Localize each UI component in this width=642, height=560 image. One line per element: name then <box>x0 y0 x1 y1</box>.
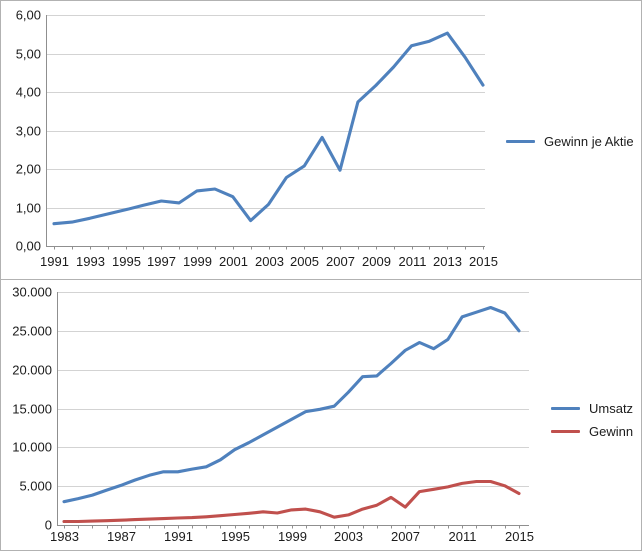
x-axis-tick-label: 2001 <box>219 254 248 269</box>
x-axis-tick-label: 2015 <box>505 529 534 544</box>
y-axis-tick-label: 6,00 <box>16 8 41 23</box>
x-axis-tick-label: 2007 <box>391 529 420 544</box>
x-axis-tick-label: 2009 <box>362 254 391 269</box>
x-axis-tick-label: 2003 <box>255 254 284 269</box>
x-axis-tick-label: 2011 <box>399 254 427 269</box>
x-axis-tick-label: 1995 <box>221 529 250 544</box>
eps-chart: 0,00 1,00 2,00 3,00 4,00 5,00 6,00 1991 1993 1995… <box>0 0 642 280</box>
y-axis-tick-label: 0,00 <box>16 239 41 254</box>
eps-legend: Gewinn je Aktie <box>506 130 634 152</box>
legend-item-umsatz: Umsatz <box>551 397 633 420</box>
line-swatch-icon <box>551 430 580 433</box>
series-line-gewinn-je-aktie <box>52 31 485 226</box>
line-swatch-icon <box>551 407 580 410</box>
revenue-profit-legend: Umsatz Gewinn <box>551 397 633 443</box>
x-axis-tick-label: 1993 <box>76 254 105 269</box>
x-axis-tick-label: 1999 <box>183 254 212 269</box>
legend-item-gewinn-je-aktie: Gewinn je Aktie <box>506 130 634 152</box>
y-axis-tick-label: 15.000 <box>12 402 52 417</box>
legend-label: Umsatz <box>589 401 634 416</box>
x-axis-tick-label: 1999 <box>278 529 307 544</box>
y-axis-tick-label: 10.000 <box>12 440 52 455</box>
x-axis-tick-label: 2003 <box>334 529 363 544</box>
y-axis-tick-label: 20.000 <box>12 363 52 378</box>
x-axis-tick-label: 2011 <box>449 529 477 544</box>
legend-label: Gewinn <box>589 424 634 439</box>
y-axis-tick-label: 3,00 <box>16 124 41 139</box>
x-axis-tick-label: 1997 <box>147 254 176 269</box>
x-axis-tick-label: 2015 <box>469 254 498 269</box>
y-axis-tick-label: 2,00 <box>16 162 41 177</box>
x-axis-tick-label: 1995 <box>112 254 141 269</box>
legend-item-gewinn: Gewinn <box>551 420 633 443</box>
y-axis-tick-label: 4,00 <box>16 85 41 100</box>
x-axis-tick-label: 1991 <box>164 529 193 544</box>
y-axis-tick-label: 5,00 <box>16 47 41 62</box>
y-axis-tick-label: 0 <box>45 518 52 533</box>
eps-plot: 0,00 1,00 2,00 3,00 4,00 5,00 6,00 1991 1993 1995… <box>16 8 498 270</box>
x-axis-tick-label: 2005 <box>290 254 319 269</box>
series-line-umsatz <box>62 305 521 504</box>
x-axis-tick-label: 2007 <box>326 254 355 269</box>
revenue-profit-chart: 0 5.000 10.000 15.000 20.000 25.000 30.000 1983… <box>0 280 642 551</box>
series-line-gewinn <box>62 479 521 524</box>
y-axis-tick-label: 5.000 <box>19 479 52 494</box>
y-axis-tick-label: 1,00 <box>16 201 41 216</box>
x-axis-tick-label: 1983 <box>50 529 79 544</box>
revenue-profit-plot: 0 5.000 10.000 15.000 20.000 25.000 30.000 1983… <box>12 285 534 545</box>
x-axis-tick-label: 2013 <box>433 254 462 269</box>
legend-label: Gewinn je Aktie <box>544 133 634 149</box>
x-axis-tick-label: 1987 <box>107 529 136 544</box>
line-swatch-icon <box>506 139 535 143</box>
x-axis-tick-label: 1991 <box>40 254 69 269</box>
y-axis-tick-label: 30.000 <box>12 285 52 300</box>
y-axis-tick-label: 25.000 <box>12 324 52 339</box>
